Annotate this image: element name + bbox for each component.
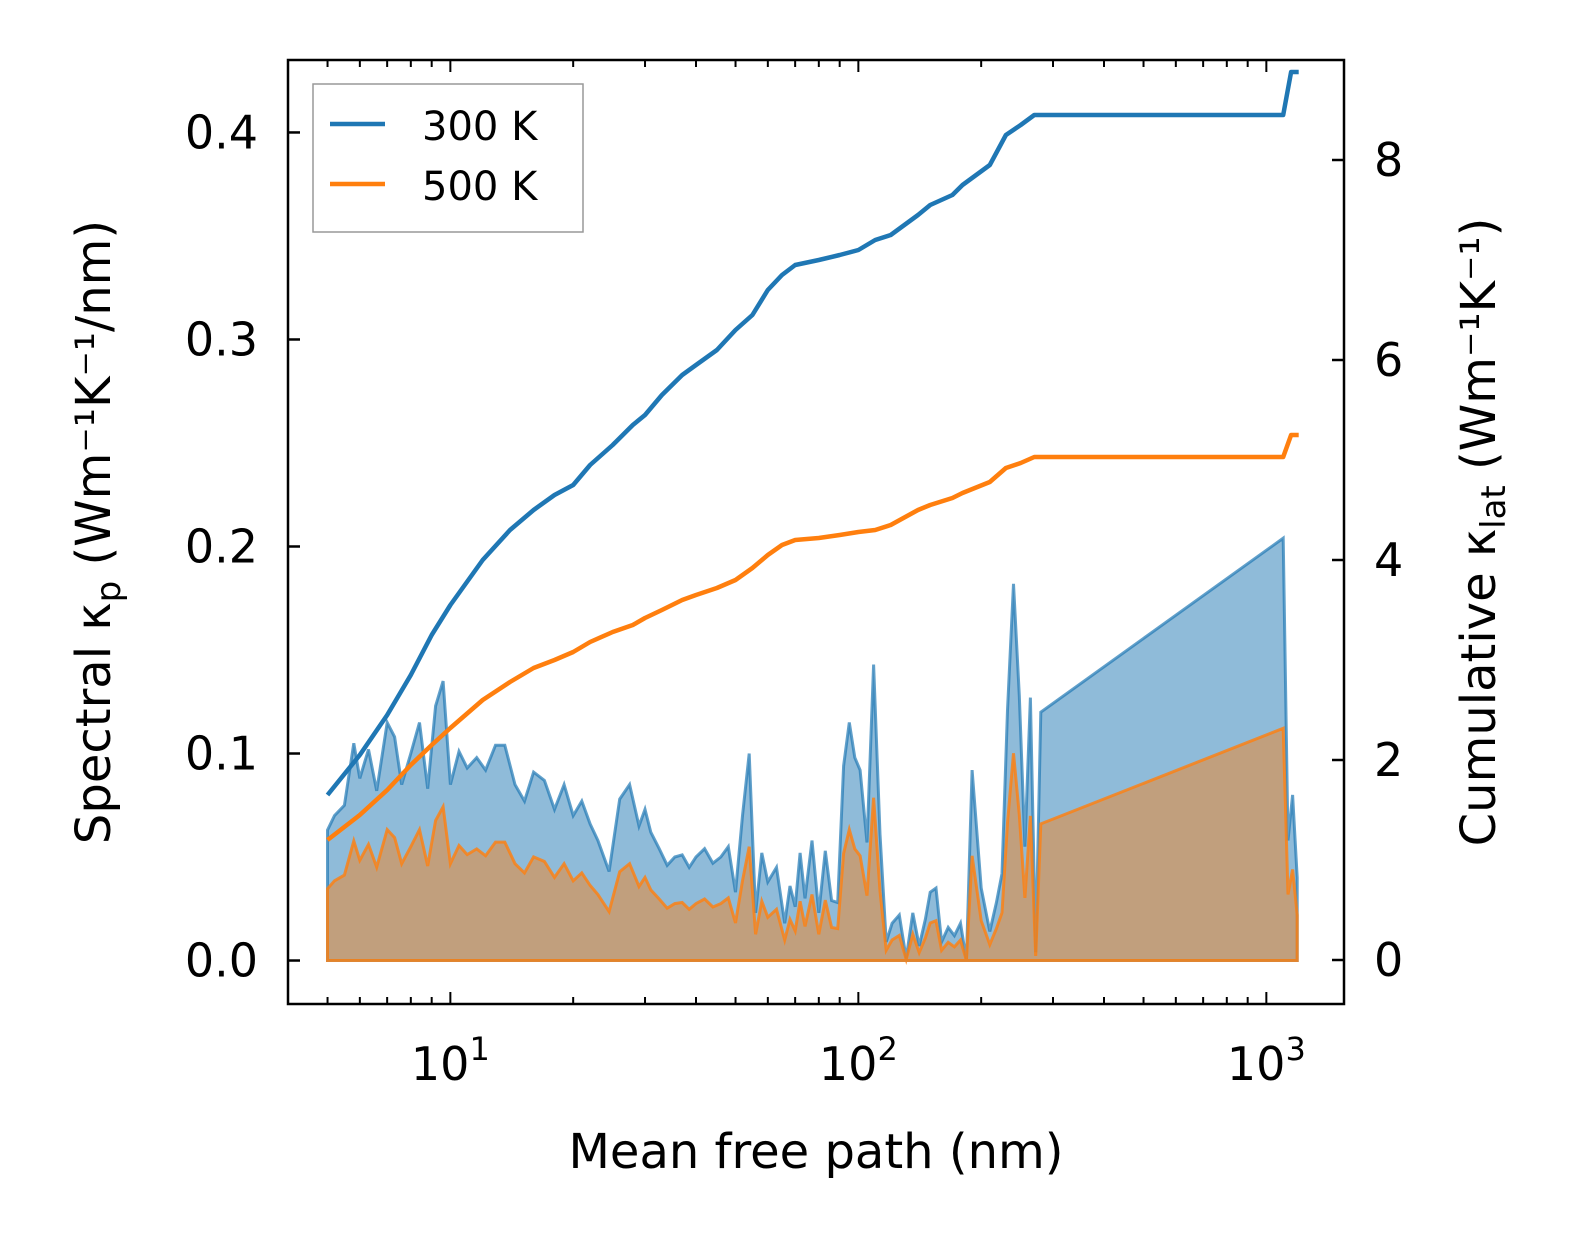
y-left-tick-label: 0.2 [185, 519, 258, 573]
y-axis-left-label: Spectral κp (Wm⁻¹K⁻¹/nm) [66, 220, 129, 844]
y-right-tick-label: 0 [1374, 933, 1403, 987]
spectral-area-300k [326, 535, 1299, 962]
y-axis-right-label: Cumulative κlat (Wm⁻¹K⁻¹) [1451, 218, 1514, 847]
x-axis-label: Mean free path (nm) [569, 1124, 1064, 1180]
y-right-label-sub: lat [1474, 485, 1514, 529]
y-left-label-prefix: Spectral κ [66, 602, 122, 844]
x-tick-label: 103 [1227, 1030, 1306, 1091]
spectral-area-500k [326, 726, 1299, 966]
y-left-tick-label: 0.1 [185, 727, 258, 781]
legend: 300 K 500 K [312, 83, 584, 233]
y-left-tick-label: 0.4 [185, 105, 258, 159]
cumulative-line-300k [325, 69, 1299, 797]
y-right-label-suffix: (Wm⁻¹K⁻¹) [1451, 218, 1507, 486]
x-tick-label: 101 [411, 1030, 490, 1091]
y-right-tick-label: 8 [1374, 133, 1403, 187]
y-left-tick-label: 0.0 [185, 934, 258, 988]
y-right-tick-label: 6 [1374, 333, 1403, 387]
y-left-label-sub: p [89, 581, 129, 603]
legend-label-300k: 300 K [422, 104, 539, 150]
cumulative-line-500k [326, 432, 1299, 842]
y-right-tick-label: 4 [1374, 533, 1403, 587]
plot-area [325, 69, 1299, 966]
axes: 0.0 0.1 0.2 0.3 0.4 0 2 4 6 8 101 102 103 [185, 58, 1403, 1091]
y-left-label-suffix: (Wm⁻¹K⁻¹/nm) [66, 220, 122, 581]
x-tick-label: 102 [819, 1030, 898, 1091]
legend-frame [312, 83, 584, 233]
y-right-label-prefix: Cumulative κ [1451, 529, 1507, 847]
plot-frame [286, 58, 1346, 1006]
y-left-tick-label: 0.3 [185, 312, 258, 366]
legend-label-500k: 500 K [422, 164, 539, 210]
y-right-tick-label: 2 [1374, 733, 1403, 787]
